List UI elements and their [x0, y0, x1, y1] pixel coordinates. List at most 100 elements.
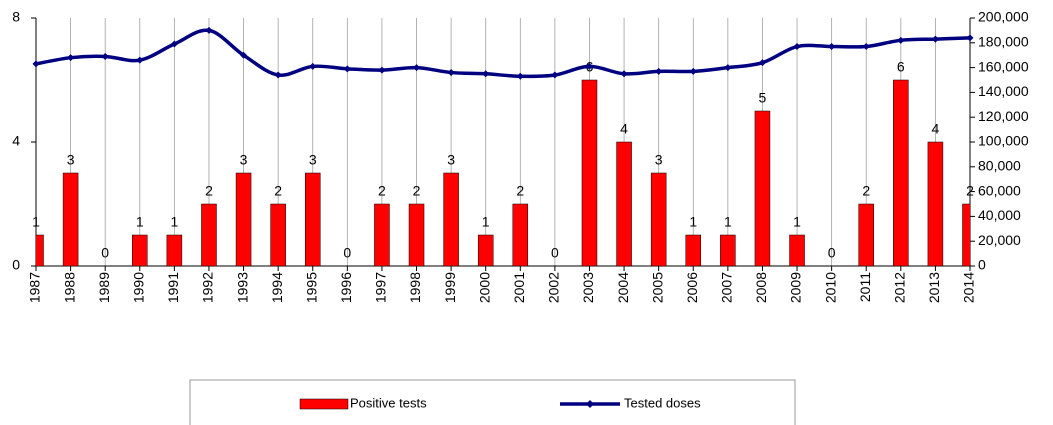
line-marker [67, 54, 75, 62]
y2-tick-label: 20,000 [978, 232, 1021, 248]
line-marker [620, 70, 628, 78]
x-tick-label: 1992 [200, 272, 216, 303]
bar [616, 141, 632, 266]
y2-tick-label: 40,000 [978, 207, 1021, 223]
data-label: 0 [551, 245, 559, 261]
bar [581, 79, 598, 266]
data-label: 3 [240, 152, 248, 168]
line-marker [897, 36, 905, 44]
data-label: 3 [655, 152, 663, 168]
data-label: 2 [862, 183, 870, 199]
x-tick-label: 1994 [269, 272, 285, 303]
x-tick-label: 2009 [788, 272, 804, 303]
x-tick-label: 1990 [130, 272, 146, 303]
data-label: 5 [759, 90, 767, 106]
line-marker [793, 43, 801, 51]
line-marker [724, 64, 732, 72]
x-tick-label: 2007 [719, 272, 735, 303]
x-tick-label: 2003 [580, 272, 596, 303]
x-tick-label: 2011 [857, 272, 873, 302]
x-tick-label: 1996 [338, 272, 354, 303]
x-tick-label: 1987 [27, 272, 43, 303]
bar [166, 234, 183, 266]
y2-tick-label: 200,000 [978, 9, 1029, 25]
y-tick-label: 8 [12, 9, 20, 25]
line-marker [32, 60, 40, 68]
bar [512, 203, 529, 266]
line-marker [343, 65, 351, 73]
legend-label: Positive tests [350, 395, 427, 410]
y2-tick-label: 180,000 [978, 34, 1029, 50]
line-marker [828, 43, 836, 51]
bar [36, 234, 44, 266]
y2-tick-label: 120,000 [978, 108, 1029, 124]
bar [132, 234, 148, 266]
data-label: 1 [793, 214, 801, 230]
x-tick-label: 2013 [926, 272, 942, 303]
data-label: 0 [101, 245, 109, 261]
x-tick-label: 1995 [303, 272, 319, 303]
line-marker [689, 67, 697, 75]
x-tick-label: 2004 [615, 272, 631, 303]
data-label: 3 [447, 152, 455, 168]
y-tick-label: 0 [12, 257, 20, 273]
data-label: 3 [309, 152, 317, 168]
data-label: 4 [932, 121, 940, 137]
x-tick-label: 1997 [373, 272, 389, 303]
data-label: 0 [828, 245, 836, 261]
line-marker [551, 71, 559, 79]
line-marker [378, 66, 386, 74]
x-tick-label: 2002 [546, 272, 562, 303]
x-tick-label: 1999 [442, 272, 458, 303]
x-tick-label: 2005 [649, 272, 665, 303]
bar [893, 79, 909, 266]
data-label: 4 [620, 121, 628, 137]
bar [477, 234, 494, 266]
bar [443, 172, 459, 266]
y2-tick-label: 0 [978, 257, 986, 273]
bar [789, 234, 805, 266]
x-tick-label: 2006 [684, 272, 700, 303]
data-label: 3 [67, 152, 75, 168]
x-tick-label: 2000 [476, 272, 492, 303]
line-marker [585, 62, 593, 70]
line-marker [482, 70, 490, 78]
data-label: 1 [136, 214, 144, 230]
x-tick-label: 2012 [892, 272, 908, 303]
bar [201, 203, 217, 266]
bar [270, 203, 286, 266]
data-label: 2 [274, 183, 282, 199]
bar [650, 172, 667, 266]
bar [927, 141, 944, 266]
plot-area [36, 79, 970, 266]
x-tick-label: 1989 [96, 272, 112, 303]
line-marker [274, 71, 282, 79]
legend [189, 379, 796, 425]
bar [754, 110, 771, 266]
line-marker [101, 52, 109, 60]
line-marker [309, 62, 317, 70]
y2-tick-label: 140,000 [978, 83, 1029, 99]
line-marker [413, 64, 421, 72]
y2-tick-label: 100,000 [978, 133, 1029, 149]
data-label: 2 [413, 183, 421, 199]
data-label: 1 [170, 214, 178, 230]
y-tick-label: 4 [12, 133, 20, 149]
x-tick-label: 1988 [61, 272, 77, 303]
line-marker [655, 67, 663, 75]
bar [408, 203, 425, 266]
line-marker [862, 43, 870, 51]
x-tick-label: 2001 [511, 272, 527, 303]
data-label: 1 [689, 214, 697, 230]
data-label: 1 [32, 214, 40, 230]
x-tick-label: 2014 [961, 272, 977, 303]
line-marker [758, 59, 766, 67]
data-label: 1 [724, 214, 732, 230]
bar [962, 203, 970, 266]
line-marker [516, 72, 524, 80]
line-marker [447, 69, 455, 77]
y2-tick-label: 60,000 [978, 182, 1021, 198]
line-marker [966, 34, 974, 42]
data-label: 2 [378, 183, 386, 199]
